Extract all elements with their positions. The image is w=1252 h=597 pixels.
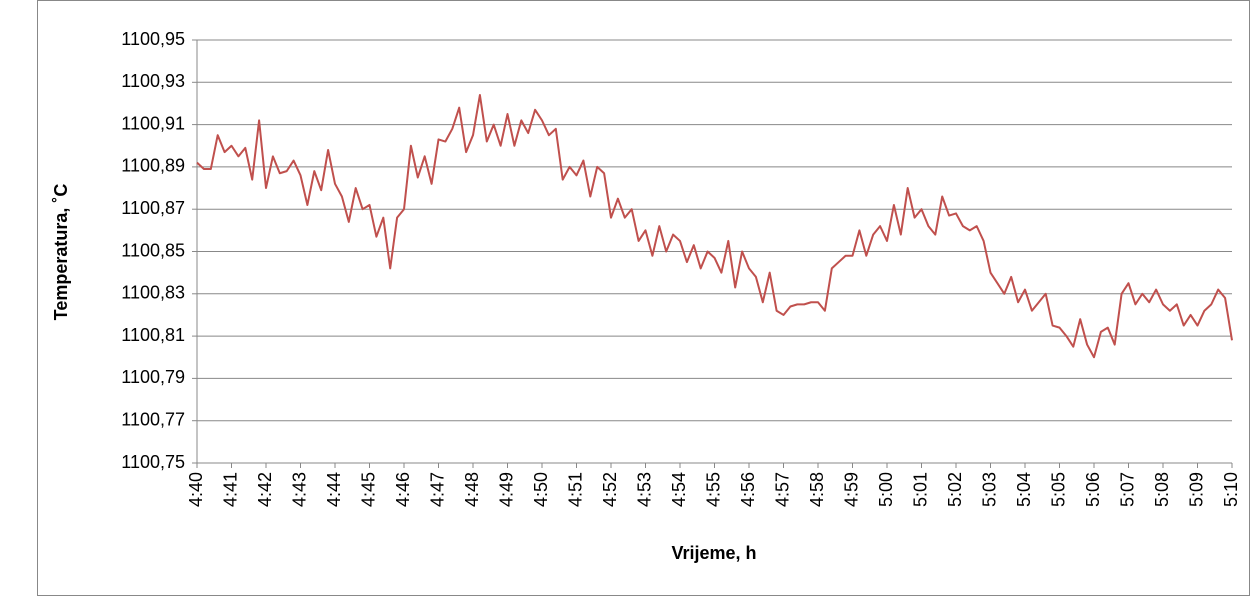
y-tick-label: 1100,81 [121,325,185,345]
x-tick-label: 4:45 [358,472,378,507]
x-tick-label: 4:40 [186,472,206,507]
x-tick-label: 4:41 [220,472,240,507]
data-line [196,93,1233,359]
x-tick-label: 4:54 [669,472,689,507]
y-tick-label: 1100,95 [121,29,185,49]
x-tick-label: 4:50 [531,472,551,507]
y-tick-label: 1100,93 [121,71,185,91]
x-tick-label: 4:48 [462,472,482,507]
x-tick-label: 5:02 [945,472,965,507]
y-tick-label: 1100,77 [121,409,185,429]
x-tick-label: 5:01 [910,472,930,507]
y-tick-label: 1100,85 [121,240,185,260]
x-tick-label: 4:49 [496,472,516,507]
x-tick-label: 4:52 [600,472,620,507]
x-tick-label: 5:10 [1221,472,1241,507]
y-tick-label: 1100,91 [121,113,185,133]
y-tick-label: 1100,87 [121,198,185,218]
y-tick-label: 1100,79 [121,367,185,387]
x-tick-label: 4:44 [324,472,344,507]
x-tick-label: 4:55 [703,472,723,507]
x-tick-label: 4:53 [634,472,654,507]
y-tick-label: 1100,83 [121,283,185,303]
x-tick-label: 5:00 [876,472,896,507]
x-tick-label: 5:05 [1048,472,1068,507]
x-tick-label: 4:42 [255,472,275,507]
x-tick-label: 5:08 [1152,472,1172,507]
x-tick-label: 5:04 [1014,472,1034,507]
x-axis-title: Vrijeme, h [671,543,756,563]
x-tick-label: 5:07 [1117,472,1137,507]
x-tick-label: 5:06 [1083,472,1103,507]
x-tick-label: 4:57 [772,472,792,507]
y-tick-label: 1100,75 [121,452,185,472]
y-axis-title: Temperatura, ˚C [51,184,71,321]
y-tick-label: 1100,89 [121,156,185,176]
x-tick-label: 5:09 [1186,472,1206,507]
x-tick-label: 4:51 [565,472,585,507]
x-tick-label: 4:56 [738,472,758,507]
x-tick-label: 4:46 [393,472,413,507]
x-tick-label: 4:47 [427,472,447,507]
x-tick-label: 4:43 [289,472,309,507]
x-tick-label: 5:03 [979,472,999,507]
x-tick-label: 4:59 [841,472,861,507]
x-tick-label: 4:58 [807,472,827,507]
